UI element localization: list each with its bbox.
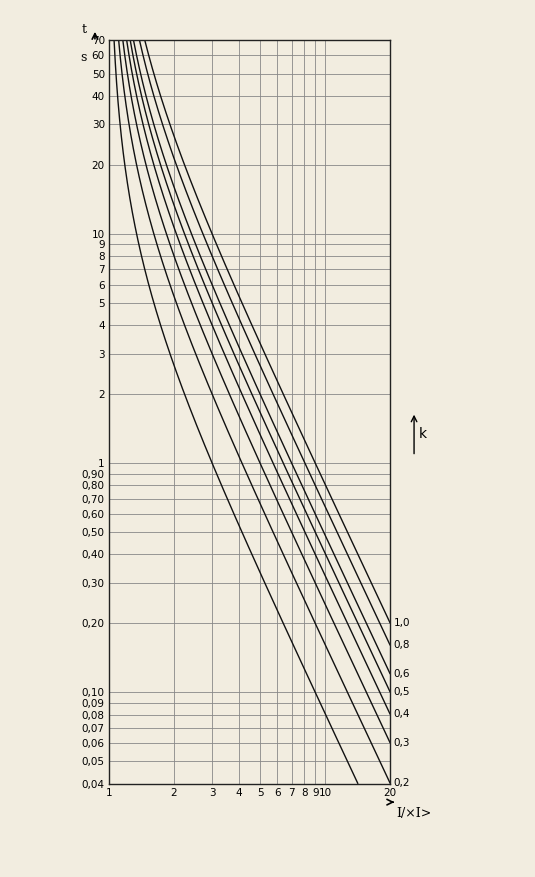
Text: 1,0: 1,0 [394, 618, 410, 628]
Text: 0,2: 0,2 [394, 778, 410, 788]
Text: k: k [418, 427, 426, 441]
Text: s: s [80, 51, 87, 64]
Text: 0,3: 0,3 [394, 738, 410, 748]
Text: 0,6: 0,6 [394, 669, 410, 679]
Text: 0,5: 0,5 [394, 687, 410, 697]
Text: 0,4: 0,4 [394, 709, 410, 719]
Text: 0,8: 0,8 [394, 640, 410, 650]
Text: I/×I>: I/×I> [396, 808, 431, 820]
Text: t: t [81, 24, 86, 37]
